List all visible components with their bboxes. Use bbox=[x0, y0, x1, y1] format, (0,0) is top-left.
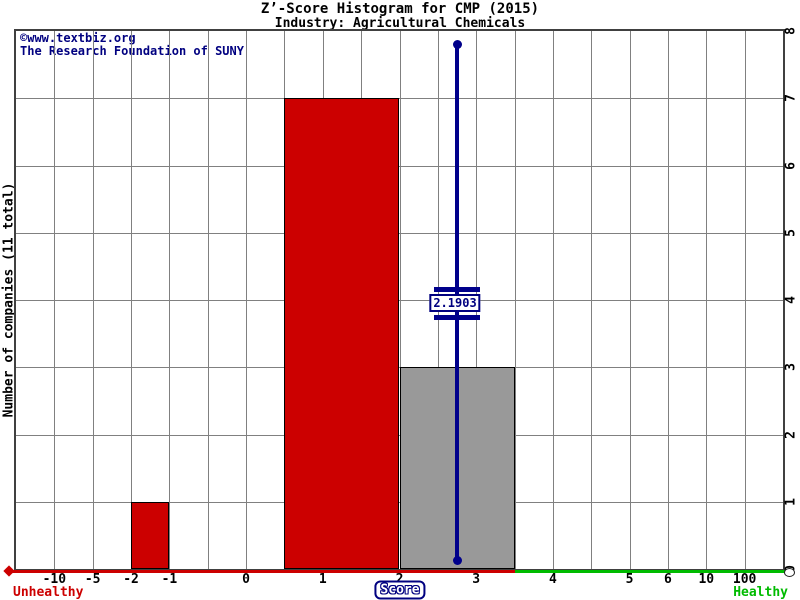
x-tick-label: 10 bbox=[698, 572, 715, 587]
y-tick-label: 5 bbox=[783, 228, 799, 237]
x-tick-label: 4 bbox=[548, 572, 557, 587]
x-tick-label: -1 bbox=[161, 572, 178, 587]
horizontal-gridline bbox=[16, 165, 783, 167]
plot-border-top bbox=[14, 29, 785, 31]
y-tick-label: 2 bbox=[783, 430, 799, 439]
histogram-bar-unhealthy bbox=[131, 501, 170, 569]
marker-upper-whisker bbox=[434, 287, 480, 292]
x-tick-label: -5 bbox=[84, 572, 101, 587]
y-tick-label: 6 bbox=[783, 161, 799, 170]
x-tick-label: 0 bbox=[242, 572, 251, 587]
x-tick-label: 3 bbox=[472, 572, 481, 587]
x-tick-label: 6 bbox=[664, 572, 672, 587]
x-axis-title-badge: Score bbox=[374, 580, 426, 600]
marker-value-badge: 2.1903 bbox=[429, 294, 481, 312]
x-axis-line-unhealthy bbox=[8, 570, 515, 573]
x-tick-label: 100 bbox=[732, 572, 757, 587]
x-axis-line-healthy bbox=[514, 570, 785, 573]
watermark-url: ©www.textbiz.org bbox=[20, 31, 136, 45]
plot-border-left bbox=[14, 29, 16, 571]
horizontal-gridline bbox=[16, 98, 783, 100]
y-tick-label: 8 bbox=[783, 27, 799, 35]
healthy-label: Healthy bbox=[733, 585, 788, 600]
chart-subtitle: Industry: Agricultural Chemicals bbox=[274, 16, 526, 31]
x-tick-label: -10 bbox=[42, 572, 67, 587]
horizontal-gridline bbox=[16, 232, 783, 234]
histogram-bar-unhealthy bbox=[284, 98, 400, 569]
axis-start-marker bbox=[3, 565, 15, 577]
y-tick-label: 1 bbox=[783, 497, 799, 506]
marker-top-dot bbox=[452, 39, 462, 49]
plot-border-right bbox=[783, 29, 785, 571]
unhealthy-label: Unhealthy bbox=[13, 585, 84, 600]
y-tick-label: 7 bbox=[783, 94, 799, 103]
x-tick-label: 2 bbox=[395, 572, 404, 587]
x-tick-label: -2 bbox=[123, 572, 139, 587]
chart-title: Z’-Score Histogram for CMP (2015) bbox=[260, 1, 540, 17]
plot-border-bottom bbox=[14, 569, 785, 570]
horizontal-gridline bbox=[16, 300, 783, 301]
marker-bottom-dot bbox=[452, 555, 462, 565]
x-tick-label: 5 bbox=[625, 572, 634, 587]
axis-end-marker bbox=[784, 568, 795, 577]
y-tick-label: 3 bbox=[783, 363, 799, 372]
marker-lower-whisker bbox=[434, 315, 480, 320]
y-tick-label: 4 bbox=[783, 296, 799, 304]
x-tick-label: 1 bbox=[318, 572, 327, 587]
